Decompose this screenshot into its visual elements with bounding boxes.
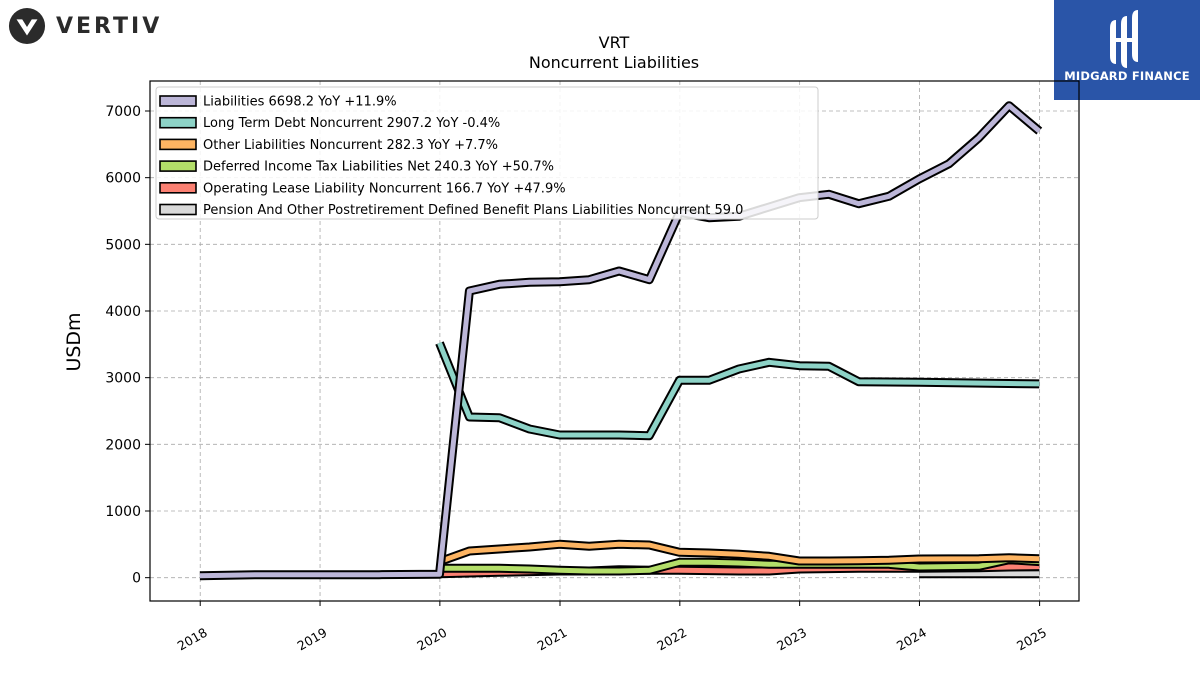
x-tick-label: 2024 [894,625,929,654]
legend-item: Deferred Income Tax Liabilities Net 240.… [159,160,554,175]
y-tick-label: 5000 [105,237,141,253]
x-tick-label: 2020 [414,625,449,654]
legend-label: Pension And Other Postretirement Defined… [203,203,743,218]
vertiv-logo-text: VERTIV [56,13,163,39]
series-line [437,342,1040,439]
y-tick-label: 2000 [105,437,141,453]
legend-item: Operating Lease Liability Noncurrent 166… [159,181,566,196]
y-tick-label: 7000 [105,104,141,120]
series-3 [437,539,1040,566]
x-tick-label: 2023 [774,625,809,654]
legend-swatch [159,116,197,129]
x-tick-label: 2022 [654,625,689,654]
x-tick-label: 2019 [294,625,329,654]
series-line [439,557,1040,574]
legend-box [155,86,819,220]
series-line [438,541,1040,565]
chart-subtitle: Noncurrent Liabilities [529,53,699,72]
legend-label: Deferred Income Tax Liabilities Net 240.… [203,160,554,175]
vertiv-logo-icon [8,7,46,45]
legend-label: Operating Lease Liability Noncurrent 166… [203,181,566,196]
x-tick-label: 2021 [534,625,569,654]
y-tick-label: 3000 [105,371,141,387]
midgard-logo-text: MIDGARD FINANCE [1064,69,1190,83]
legend-item: Liabilities 6698.2 YoY +11.9% [159,95,397,110]
legend-label: Liabilities 6698.2 YoY +11.9% [203,95,397,110]
x-tick-label: 2018 [175,625,210,654]
legend-swatch [159,138,197,151]
series-outline [435,341,1040,441]
legend-swatch [159,182,197,194]
chart-title: VRT [599,33,630,52]
y-tick-label: 4000 [105,304,141,320]
vertiv-logo: VERTIV [8,6,162,46]
midgard-finance-logo: MIDGARD FINANCE [1054,0,1200,100]
series-2 [435,341,1040,441]
legend-swatch [159,160,197,172]
legend-item: Pension And Other Postretirement Defined… [159,203,743,218]
y-tick-label: 0 [132,571,141,587]
y-axis-label: USDm [63,312,85,371]
plot-frame [149,80,1080,602]
midgard-logo-icon [1110,10,1138,68]
legend-label: Long Term Debt Noncurrent 2907.2 YoY -0.… [203,116,500,131]
legend-swatch [159,203,197,216]
legend-swatch [159,95,197,107]
legend-item: Other Liabilities Noncurrent 282.3 YoY +… [159,138,498,153]
legend-item: Long Term Debt Noncurrent 2907.2 YoY -0.… [159,116,500,131]
y-tick-label: 1000 [105,504,141,520]
y-tick-label: 6000 [105,171,141,187]
legend-label: Other Liabilities Noncurrent 282.3 YoY +… [203,138,498,153]
series-4 [439,555,1040,576]
x-tick-label: 2025 [1014,625,1049,654]
